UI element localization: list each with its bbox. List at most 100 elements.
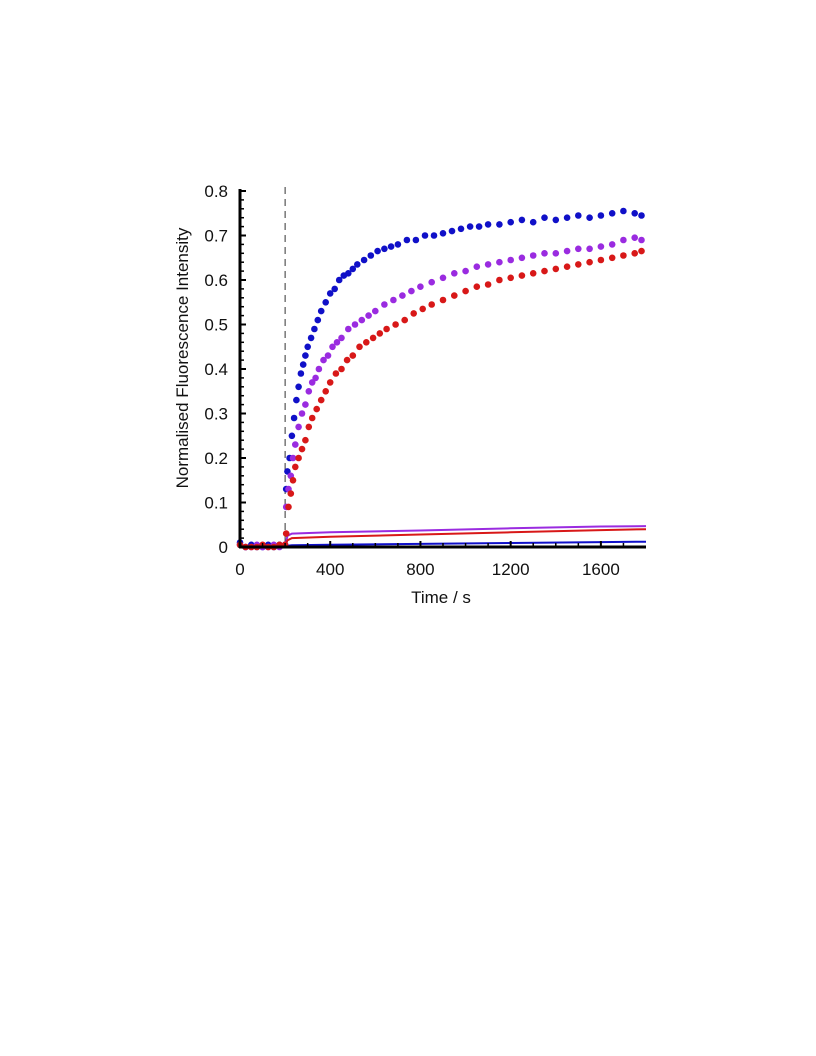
data-point: [421, 232, 429, 239]
data-point: [349, 352, 357, 359]
data-point: [529, 218, 537, 226]
data-point: [351, 321, 359, 328]
data-point: [363, 339, 370, 346]
data-point: [586, 214, 593, 221]
data-point: [419, 305, 427, 313]
data-point: [290, 414, 298, 422]
data-point: [631, 210, 638, 217]
data-point: [586, 258, 593, 266]
data-point: [575, 261, 582, 268]
data-point: [466, 223, 474, 230]
data-point: [597, 256, 605, 264]
data-point: [345, 325, 352, 333]
data-point: [448, 227, 456, 235]
data-point: [412, 236, 420, 244]
data-point: [392, 321, 399, 328]
y-tick-label: 0.4: [204, 360, 228, 379]
data-point: [462, 287, 469, 295]
data-point: [282, 530, 290, 537]
data-point: [313, 405, 321, 413]
data-point: [298, 445, 306, 453]
data-point: [410, 310, 418, 317]
data-point: [507, 218, 514, 226]
data-point: [295, 423, 302, 431]
series-1: [236, 207, 645, 551]
data-point: [295, 454, 302, 462]
data-point: [372, 307, 379, 315]
data-point: [473, 283, 481, 291]
data-point: [293, 396, 300, 404]
data-point: [552, 265, 560, 273]
y-axis-title: Normalised Fluorescence Intensity: [173, 227, 192, 488]
data-point: [428, 301, 436, 308]
data-point: [575, 245, 582, 253]
y-tick-label: 0: [219, 538, 228, 557]
y-tick-label: 0.5: [204, 316, 228, 335]
data-point: [298, 410, 306, 417]
data-point: [331, 285, 339, 293]
data-point: [457, 225, 465, 233]
data-point: [338, 365, 345, 373]
data-point: [329, 343, 336, 351]
data-point: [383, 325, 390, 333]
data-point: [288, 432, 296, 440]
data-point: [484, 221, 492, 228]
y-tick-label: 0.3: [204, 405, 228, 424]
data-point: [285, 503, 292, 511]
data-point: [374, 247, 381, 255]
data-point: [387, 243, 395, 250]
data-point: [417, 283, 424, 291]
series-2: [236, 234, 645, 551]
data-point: [317, 307, 325, 315]
data-point: [349, 265, 357, 273]
data-point: [324, 352, 332, 359]
data-point: [403, 236, 411, 244]
data-point: [322, 299, 330, 306]
data-point: [507, 274, 514, 282]
data-point: [311, 325, 318, 333]
data-point: [295, 383, 302, 391]
y-tick-label: 0.6: [204, 271, 228, 290]
data-point: [638, 247, 645, 255]
data-point: [541, 250, 548, 257]
data-point: [631, 234, 638, 241]
data-point: [302, 436, 309, 444]
data-point: [297, 370, 305, 377]
data-point: [305, 423, 313, 431]
data-point: [518, 272, 526, 279]
y-tick-label: 0.2: [204, 449, 228, 468]
data-point: [358, 316, 366, 324]
data-point: [326, 379, 334, 386]
data-point: [354, 261, 361, 268]
data-point: [314, 316, 322, 324]
x-tick-label: 1200: [492, 560, 530, 579]
data-point: [638, 236, 645, 244]
data-point: [335, 276, 343, 284]
data-point: [343, 356, 351, 364]
data-point: [473, 263, 481, 271]
y-tick-label: 0.7: [204, 227, 228, 246]
data-point: [338, 334, 345, 342]
data-point: [563, 247, 571, 255]
data-point: [356, 343, 363, 351]
data-point: [394, 241, 402, 248]
data-point: [620, 252, 627, 259]
data-point: [451, 270, 458, 277]
data-point: [308, 414, 316, 422]
data-point: [390, 296, 397, 304]
data-point: [518, 254, 526, 262]
data-point: [332, 370, 340, 377]
data-point: [563, 263, 571, 271]
data-point: [376, 330, 384, 337]
data-point: [439, 230, 447, 237]
data-point: [322, 388, 330, 395]
x-axis-title: Time / s: [411, 588, 471, 607]
data-point: [529, 270, 537, 277]
x-tick-label: 1600: [582, 560, 620, 579]
data-point: [369, 334, 377, 342]
data-point: [529, 252, 537, 259]
data-point: [302, 401, 309, 408]
data-point: [292, 441, 299, 448]
data-point: [597, 212, 605, 219]
